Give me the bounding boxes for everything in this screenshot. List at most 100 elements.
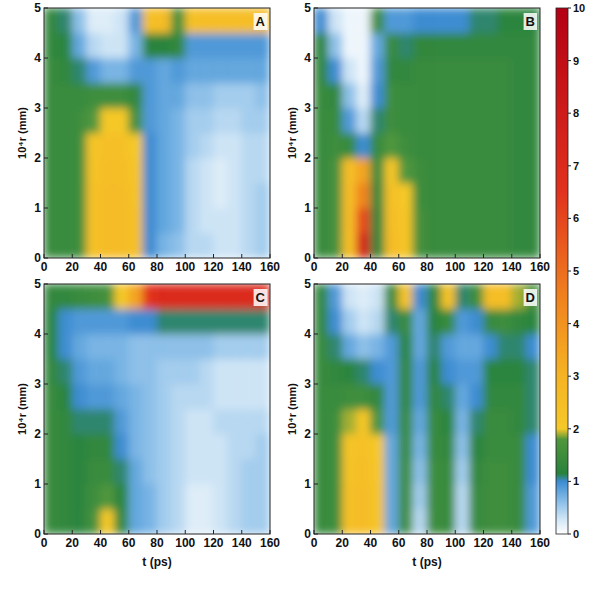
- cell: [256, 108, 270, 133]
- cell: [199, 158, 213, 183]
- cell: [371, 334, 385, 359]
- cell: [484, 8, 498, 33]
- cell: [526, 334, 540, 359]
- cell: [413, 108, 427, 133]
- cell: [427, 384, 441, 409]
- cell: [228, 284, 242, 309]
- cell: [157, 233, 171, 258]
- cell: [143, 409, 157, 434]
- cell: [115, 108, 129, 133]
- cell: [101, 158, 115, 183]
- panel-label: A: [256, 14, 266, 29]
- cell: [469, 183, 483, 208]
- cell: [512, 33, 526, 58]
- cell: [399, 183, 413, 208]
- cell: [342, 158, 356, 183]
- cell: [328, 33, 342, 58]
- cell: [115, 509, 129, 534]
- cell: [356, 133, 370, 158]
- cell: [512, 309, 526, 334]
- panel-label: B: [526, 14, 535, 29]
- cell: [512, 509, 526, 534]
- cell: [157, 409, 171, 434]
- cell: [484, 434, 498, 459]
- cell: [44, 409, 58, 434]
- cell: [228, 409, 242, 434]
- y-tick-label: 1: [304, 201, 311, 215]
- cell: [512, 208, 526, 233]
- cell: [399, 459, 413, 484]
- cell: [157, 384, 171, 409]
- cell: [44, 33, 58, 58]
- cell: [129, 509, 143, 534]
- cell: [342, 484, 356, 509]
- cell: [455, 409, 469, 434]
- cell: [129, 158, 143, 183]
- x-tick-label: 0: [311, 536, 318, 550]
- cell: [385, 334, 399, 359]
- cell: [171, 233, 185, 258]
- cell: [228, 384, 242, 409]
- cell: [58, 334, 72, 359]
- y-axis-title: 10⁴r (mm): [286, 383, 298, 435]
- x-tick-label: 80: [420, 260, 434, 274]
- cell: [228, 334, 242, 359]
- y-tick: [314, 384, 318, 385]
- cell: [526, 83, 540, 108]
- colorbar-tick-label: 0: [573, 528, 579, 540]
- y-tick: [44, 284, 48, 285]
- cell: [72, 108, 86, 133]
- cell: [242, 233, 256, 258]
- cell: [314, 58, 328, 83]
- cell: [228, 183, 242, 208]
- cell: [484, 334, 498, 359]
- cell: [314, 133, 328, 158]
- cell: [498, 58, 512, 83]
- cell: [115, 434, 129, 459]
- x-tick-label: 140: [232, 536, 252, 550]
- cell: [385, 384, 399, 409]
- cell: [256, 359, 270, 384]
- cell: [498, 183, 512, 208]
- cell: [214, 509, 228, 534]
- cell: [455, 484, 469, 509]
- cell: [58, 8, 72, 33]
- y-axis-title: 10⁴r (mm): [16, 107, 28, 159]
- cell: [512, 83, 526, 108]
- cell: [143, 233, 157, 258]
- cell: [242, 58, 256, 83]
- cell: [129, 409, 143, 434]
- cell: [143, 183, 157, 208]
- cell: [228, 208, 242, 233]
- cell: [427, 334, 441, 359]
- cell: [171, 459, 185, 484]
- cell: [455, 208, 469, 233]
- cell: [526, 183, 540, 208]
- cell: [86, 233, 100, 258]
- cell: [512, 58, 526, 83]
- cell: [469, 334, 483, 359]
- cell: [526, 58, 540, 83]
- cell: [469, 158, 483, 183]
- cell: [328, 133, 342, 158]
- cell: [342, 8, 356, 33]
- cell: [171, 33, 185, 58]
- cell: [101, 208, 115, 233]
- y-tick: [44, 108, 48, 109]
- cell: [441, 284, 455, 309]
- cell: [143, 334, 157, 359]
- cell: [214, 359, 228, 384]
- cell: [455, 284, 469, 309]
- y-tick-label: 3: [304, 101, 311, 115]
- cell: [157, 459, 171, 484]
- cell: [185, 208, 199, 233]
- x-tick: [270, 530, 271, 534]
- x-tick-label: 140: [502, 536, 522, 550]
- cell: [484, 33, 498, 58]
- cell: [171, 509, 185, 534]
- cell: [498, 509, 512, 534]
- colorbar-tick: [568, 165, 571, 166]
- cell: [242, 158, 256, 183]
- cell: [86, 484, 100, 509]
- cell: [342, 233, 356, 258]
